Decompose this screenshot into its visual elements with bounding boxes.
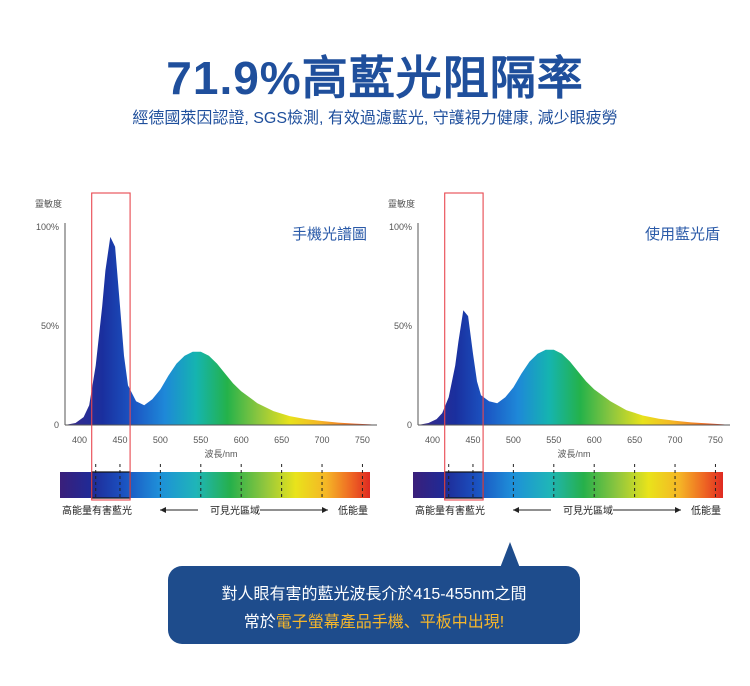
callout-line-2-highlight: 電子螢幕產品手機、平板中出現! <box>275 614 505 631</box>
y-tick-label: 0 <box>407 420 412 430</box>
x-tick-label: 650 <box>274 435 289 445</box>
highlight-band-box <box>91 192 131 501</box>
x-tick-label: 400 <box>425 435 440 445</box>
bar-label-right: 低能量 <box>338 504 368 517</box>
chart-phone-spectrum: 靈敏度 0 50% 100% 400 450 500 550 600 650 700 750 波長/nm… <box>15 192 377 525</box>
arrow-right-head <box>675 507 681 513</box>
spectrum-area <box>65 236 377 425</box>
x-tick-label: 450 <box>112 435 127 445</box>
chart-blue-shield-spectrum: 靈敏度 0 50% 100% 400 450 500 550 600 650 700 750 波長/nm… <box>368 192 730 525</box>
bar-label-left: 高能量有害藍光 <box>62 504 132 517</box>
callout-box: 對人眼有害的藍光波長介於415-455nm之間 常於電子螢幕產品手機、平板中出現… <box>168 566 580 644</box>
y-tick-label: 100% <box>36 222 59 232</box>
arrow-left-head <box>513 507 519 513</box>
arrow-left-head <box>160 507 166 513</box>
highlight-band-box <box>444 192 484 501</box>
callout-line-2: 常於電子螢幕產品手機、平板中出現! <box>168 608 580 632</box>
bar-label-right: 低能量 <box>691 504 721 517</box>
x-tick-label: 400 <box>72 435 87 445</box>
spectrum-bar <box>413 472 723 498</box>
y-axis-label: 靈敏度 <box>35 198 62 209</box>
x-tick-label: 500 <box>506 435 521 445</box>
chart-title: 使用藍光盾 <box>645 226 720 243</box>
arrow-right-head <box>322 507 328 513</box>
x-axis-label: 波長/nm <box>557 448 590 459</box>
x-tick-label: 500 <box>153 435 168 445</box>
y-tick-label: 0 <box>54 420 59 430</box>
x-tick-label: 600 <box>234 435 249 445</box>
x-tick-label: 750 <box>708 435 723 445</box>
x-tick-label: 450 <box>465 435 480 445</box>
y-tick-label: 50% <box>41 321 59 331</box>
callout-tail <box>500 542 520 568</box>
page-title: 71.9%高藍光阻隔率 <box>166 52 584 104</box>
chart-blue-shield-spectrum-svg: 靈敏度 0 50% 100% 400 450 500 550 600 650 700 750 波長/nm… <box>388 192 730 517</box>
chart-phone-spectrum-svg: 靈敏度 0 50% 100% 400 450 500 550 600 650 700 750 波長/nm… <box>35 192 377 517</box>
spectrum-bar <box>60 472 370 498</box>
bar-label-left: 高能量有害藍光 <box>415 504 485 517</box>
x-tick-label: 700 <box>315 435 330 445</box>
x-tick-label: 650 <box>627 435 642 445</box>
x-tick-label: 750 <box>355 435 370 445</box>
x-tick-label: 550 <box>193 435 208 445</box>
y-tick-label: 50% <box>394 321 412 331</box>
chart-title: 手機光譜圖 <box>292 226 367 243</box>
x-tick-label: 600 <box>587 435 602 445</box>
callout-line-2-prefix: 常於 <box>243 614 276 631</box>
x-tick-label: 700 <box>668 435 683 445</box>
spectrum-area <box>418 310 730 425</box>
callout-line-1: 對人眼有害的藍光波長介於415-455nm之間 <box>221 586 527 603</box>
y-tick-label: 100% <box>389 222 412 232</box>
x-tick-label: 550 <box>546 435 561 445</box>
x-axis-label: 波長/nm <box>204 448 237 459</box>
bar-label-center: 可見光區域 <box>563 504 613 517</box>
page-subtitle: 經德國萊因認證, SGS檢測, 有效過濾藍光, 守護視力健康, 減少眼疲勞 <box>132 110 618 127</box>
bar-label-center: 可見光區域 <box>210 504 260 517</box>
y-axis-label: 靈敏度 <box>388 198 415 209</box>
